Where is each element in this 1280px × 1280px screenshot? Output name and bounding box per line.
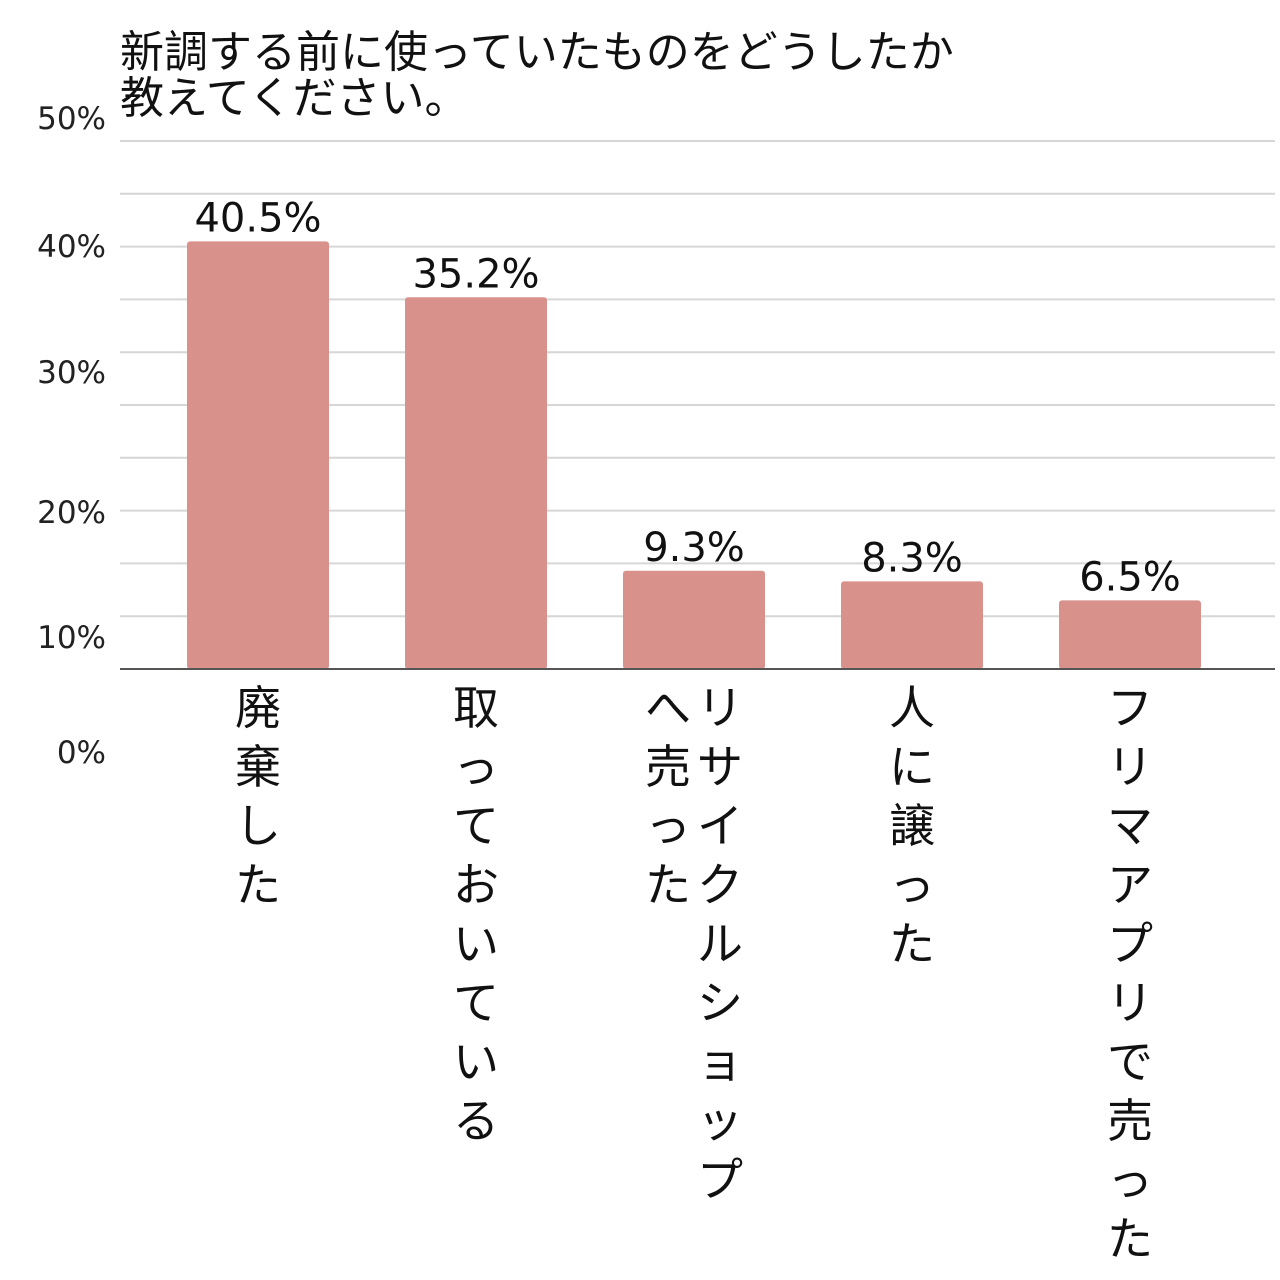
bar bbox=[841, 581, 983, 669]
bar bbox=[623, 570, 765, 669]
category-label-glyph: た bbox=[235, 858, 281, 912]
category-label-glyph: い bbox=[453, 917, 499, 971]
category-label-glyph: 廃 bbox=[235, 681, 281, 735]
category-label-glyph: ル bbox=[697, 917, 743, 971]
bars bbox=[187, 241, 1201, 669]
category-label-glyph: 譲 bbox=[889, 799, 935, 853]
category-label-glyph: に bbox=[889, 740, 935, 794]
category-label-glyph: へ bbox=[645, 681, 691, 735]
bar-value-label: 9.3% bbox=[643, 525, 745, 571]
category-label-glyph: し bbox=[235, 799, 281, 853]
bar bbox=[1059, 600, 1201, 669]
category-label-glyph: イ bbox=[697, 799, 743, 853]
category-label-glyph: ッ bbox=[697, 1094, 743, 1148]
category-label-glyph: マ bbox=[1107, 799, 1153, 853]
y-tick-label: 30% bbox=[37, 355, 106, 391]
category-label-glyph: い bbox=[453, 1035, 499, 1089]
chart-title: 新調する前に使っていたものをどうしたか 教えてください。 bbox=[120, 27, 954, 124]
category-label-glyph: ア bbox=[1107, 858, 1153, 912]
category-label-glyph: る bbox=[453, 1094, 499, 1148]
bar bbox=[405, 297, 547, 669]
category-label-glyph: サ bbox=[697, 740, 743, 794]
category-label-glyph: っ bbox=[1107, 1153, 1153, 1207]
category-label-glyph: 人 bbox=[889, 681, 935, 735]
category-label-glyph: た bbox=[645, 858, 691, 912]
category-label-glyph: リ bbox=[697, 681, 743, 735]
category-label-glyph: 売 bbox=[1107, 1094, 1153, 1148]
category-label-glyph: た bbox=[1107, 1212, 1153, 1266]
bar-value-label: 6.5% bbox=[1079, 554, 1181, 600]
y-tick-label: 40% bbox=[37, 229, 106, 265]
y-tick-label: 50% bbox=[37, 101, 106, 137]
category-label-glyph: フ bbox=[1107, 681, 1153, 735]
category-label-glyph: リ bbox=[1107, 976, 1153, 1030]
category-label-glyph: っ bbox=[645, 799, 691, 853]
category-label-glyph: て bbox=[453, 976, 499, 1030]
category-label-glyph: て bbox=[453, 799, 499, 853]
category-label-glyph: ョ bbox=[697, 1035, 743, 1089]
category-label-glyph: ク bbox=[697, 858, 743, 912]
bar-value-label: 35.2% bbox=[412, 251, 539, 297]
category-label-glyph: プ bbox=[1107, 917, 1153, 971]
category-label-glyph: 取 bbox=[453, 681, 499, 735]
category-label-glyph: リ bbox=[1107, 740, 1153, 794]
category-label-glyph: っ bbox=[453, 740, 499, 794]
y-tick-label: 20% bbox=[37, 495, 106, 531]
category-label-glyph: プ bbox=[697, 1153, 743, 1207]
category-label-glyph: で bbox=[1107, 1035, 1153, 1089]
y-axis-ticks: 0% 10% 20% 30% 40% 50% bbox=[37, 101, 106, 771]
category-label-glyph: お bbox=[453, 858, 499, 912]
category-label-glyph: シ bbox=[697, 976, 743, 1030]
value-labels: 40.5% 35.2% 9.3% 8.3% 6.5% bbox=[194, 195, 1180, 600]
y-tick-label: 10% bbox=[37, 620, 106, 656]
category-label-glyph: っ bbox=[889, 858, 935, 912]
category-label-glyph: た bbox=[889, 917, 935, 971]
category-label-glyph: 売 bbox=[645, 740, 691, 794]
category-label-glyph: 棄 bbox=[235, 740, 281, 794]
y-tick-label: 0% bbox=[57, 735, 106, 771]
bar bbox=[187, 241, 329, 669]
bar-value-label: 8.3% bbox=[861, 535, 963, 581]
bar-value-label: 40.5% bbox=[194, 195, 321, 241]
